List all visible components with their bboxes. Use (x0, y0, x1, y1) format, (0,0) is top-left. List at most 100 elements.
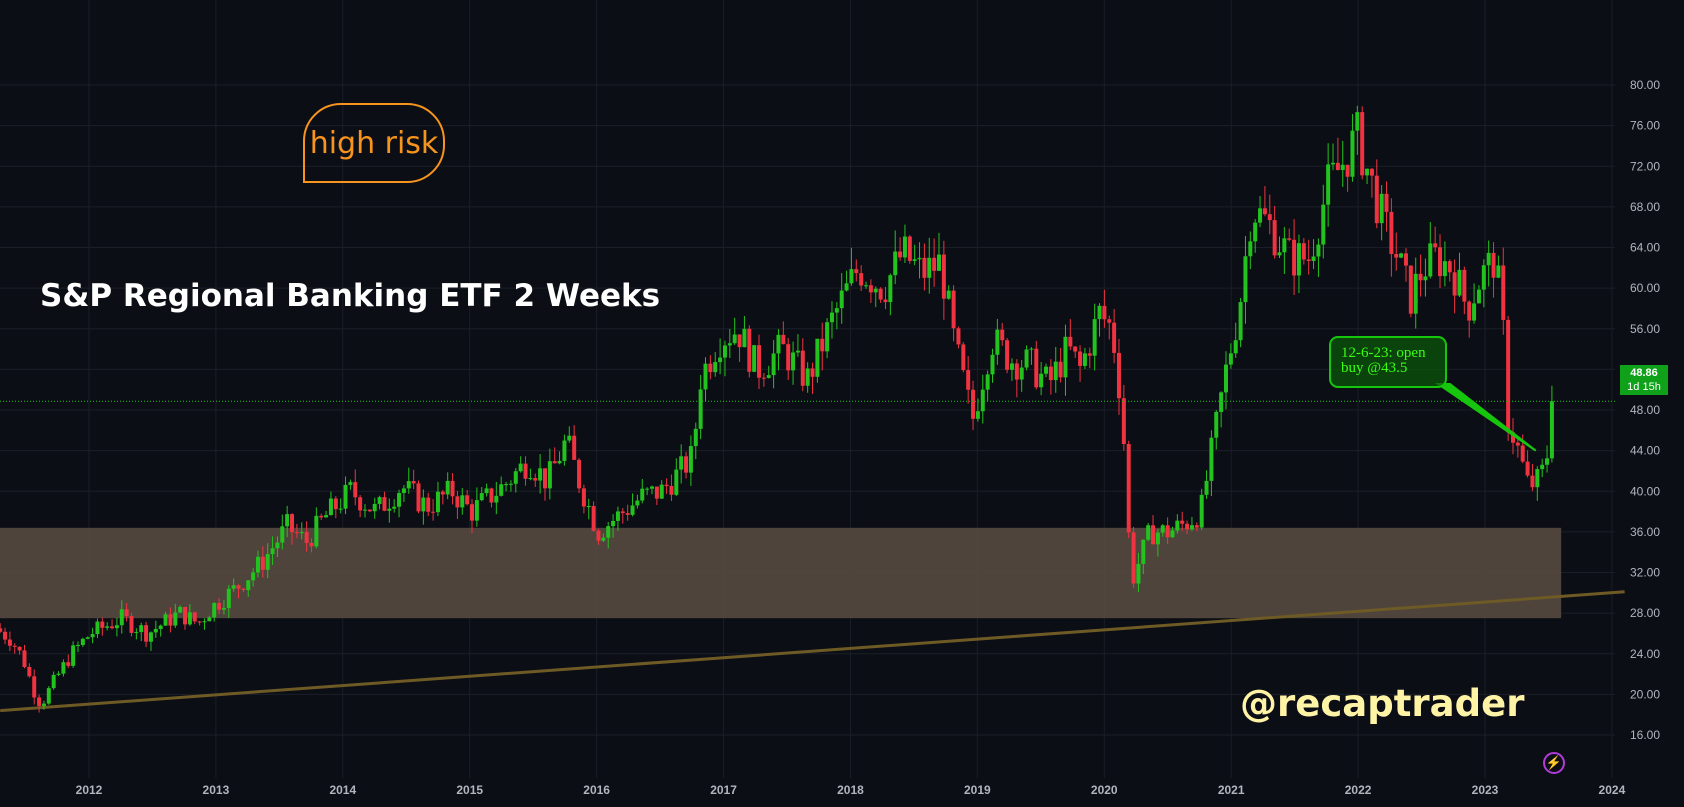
candle-body (168, 614, 173, 626)
candle-body (1472, 303, 1477, 321)
lightning-bolt-icon[interactable]: ⚡ (1543, 752, 1565, 774)
candle-body (518, 463, 523, 472)
candle-body (1384, 193, 1389, 212)
candle-body (1189, 525, 1194, 530)
candle-body (1306, 259, 1311, 261)
candle-body (513, 471, 518, 484)
candle-body (401, 488, 406, 493)
candle-body (46, 688, 51, 704)
candle-body (737, 334, 742, 348)
candle-body (95, 621, 100, 635)
candle-body (630, 505, 635, 515)
candle-body (1476, 289, 1481, 304)
candle-body (679, 456, 684, 470)
candle-body (557, 460, 562, 464)
candle-body (494, 495, 499, 503)
x-tick-label: 2013 (203, 783, 230, 797)
candle-body (71, 645, 76, 666)
candle-body (854, 269, 859, 274)
candle-body (873, 288, 878, 293)
candle-body (1219, 392, 1224, 412)
candle-body (246, 580, 251, 591)
candle-body (674, 469, 679, 495)
candle-body (645, 488, 650, 490)
trendline (0, 590, 1625, 713)
candle-body (1549, 401, 1554, 459)
risk-label-box[interactable]: high risk (303, 103, 445, 183)
y-tick-label: 72.00 (1630, 159, 1660, 173)
candle-body (825, 322, 830, 352)
time-axis[interactable]: 2012 2013 2014 2015 2016 2017 2018 2019 2020 2021… (76, 783, 1626, 797)
candle-body (611, 520, 616, 527)
candle-body (504, 484, 509, 486)
candle-body (878, 288, 883, 300)
candle-body (771, 353, 776, 376)
candle-body (479, 493, 484, 501)
candle-body (1292, 239, 1297, 276)
candle-body (980, 389, 985, 412)
candle-body (1053, 361, 1058, 381)
x-tick-label: 2023 (1472, 783, 1499, 797)
y-tick-label: 36.00 (1630, 525, 1660, 539)
candle-body (51, 674, 56, 689)
candle-body (1102, 305, 1107, 320)
y-tick-label: 60.00 (1630, 281, 1660, 295)
trade-callout[interactable]: 12-6-23: open buy @43.5 (1329, 336, 1447, 388)
candle-body (343, 484, 348, 509)
candle-body (1423, 276, 1428, 281)
candle-body (314, 515, 319, 547)
candle-body (596, 530, 601, 541)
candle-body (406, 481, 411, 489)
candle-body (747, 328, 752, 372)
candle-body (1287, 238, 1292, 240)
candle-body (1535, 469, 1540, 488)
candle-body (669, 485, 674, 495)
y-tick-label: 28.00 (1630, 606, 1660, 620)
candle-body (1360, 112, 1365, 176)
candle-body (12, 645, 17, 647)
candle-body (431, 511, 436, 513)
x-tick-label: 2024 (1599, 783, 1626, 797)
candle-body (265, 554, 270, 570)
candle-body (1389, 211, 1394, 254)
candle-body (552, 461, 557, 464)
candle-body (426, 497, 431, 512)
candle-body (1058, 361, 1063, 378)
candle-body (1092, 319, 1097, 356)
candle-body (119, 609, 124, 626)
candle-body (538, 468, 543, 481)
candle-body (187, 612, 192, 625)
candle-body (781, 334, 786, 345)
candle-body (348, 482, 353, 485)
candle-body (139, 625, 144, 633)
candle-body (659, 484, 664, 499)
candle-body (221, 608, 226, 610)
candle-body (27, 666, 32, 677)
price-axis[interactable]: 16.00 20.00 24.00 28.00 32.00 36.00 40.00 44.00… (1630, 78, 1660, 742)
candle-body (1097, 305, 1102, 320)
candle-body (1267, 214, 1272, 221)
candle-body (105, 626, 110, 628)
candle-body (440, 491, 445, 495)
candle-body (893, 251, 898, 276)
candle-body (1204, 480, 1209, 495)
candle-body (995, 329, 1000, 355)
candle-body (22, 650, 27, 667)
candle-body (134, 632, 139, 634)
callout-line-1: 12-6-23: open (1341, 345, 1426, 361)
candle-body (1112, 322, 1117, 353)
candle-body (620, 511, 625, 514)
candle-body (971, 389, 976, 419)
candle-body (1311, 256, 1316, 261)
candle-body (1228, 353, 1233, 365)
trendline-path (0, 590, 1625, 713)
candle-body (110, 626, 115, 629)
candle-body (800, 350, 805, 386)
candle-body (1438, 247, 1443, 277)
candle-body (338, 508, 343, 510)
candle-body (61, 662, 66, 674)
candle-body (1365, 168, 1370, 176)
candle-body (732, 334, 737, 344)
